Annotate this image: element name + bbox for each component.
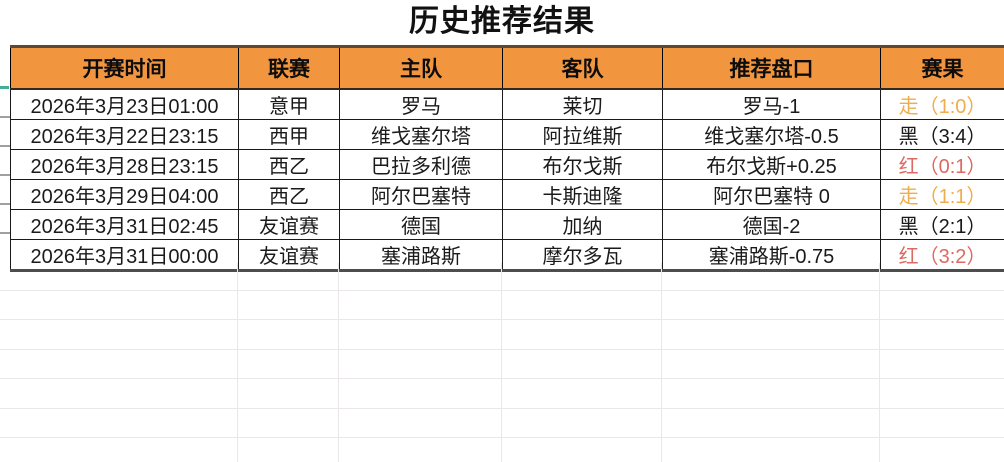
col-header-time[interactable]: 开赛时间 — [10, 46, 239, 90]
cell-handicap[interactable]: 阿尔巴塞特 0 — [662, 179, 881, 210]
table-row: 2026年3月31日02:45 友谊赛 德国 加纳 德国-2 黑（2:1） — [10, 209, 1004, 240]
cell-time[interactable]: 2026年3月31日02:45 — [10, 209, 239, 240]
cell-result[interactable]: 走（1:0） — [880, 88, 1004, 120]
cell-handicap[interactable]: 布尔戈斯+0.25 — [662, 149, 881, 180]
cell-handicap[interactable]: 罗马-1 — [662, 88, 881, 120]
empty-gridline-h — [0, 437, 1004, 438]
cell-time[interactable]: 2026年3月29日04:00 — [10, 179, 239, 210]
empty-gridline-h — [0, 290, 1004, 291]
cell-away[interactable]: 卡斯迪隆 — [502, 179, 663, 210]
empty-gridline-h — [0, 349, 1004, 350]
cell-time[interactable]: 2026年3月28日23:15 — [10, 149, 239, 180]
cell-handicap[interactable]: 德国-2 — [662, 209, 881, 240]
cell-home[interactable]: 巴拉多利德 — [339, 149, 503, 180]
cell-result[interactable]: 红（3:2） — [880, 239, 1004, 271]
selection-indicator — [0, 86, 9, 89]
empty-gridline-v — [879, 263, 880, 462]
col-header-handicap[interactable]: 推荐盘口 — [662, 46, 881, 90]
cell-away[interactable]: 布尔戈斯 — [502, 149, 663, 180]
cell-result[interactable]: 黑（2:1） — [880, 209, 1004, 240]
cell-away[interactable]: 阿拉维斯 — [502, 119, 663, 150]
cell-result[interactable]: 走（1:1） — [880, 179, 1004, 210]
cell-league[interactable]: 西乙 — [238, 149, 340, 180]
table-row: 2026年3月23日01:00 意甲 罗马 莱切 罗马-1 走（1:0） — [10, 88, 1004, 120]
cell-league[interactable]: 意甲 — [238, 88, 340, 120]
results-table: 开赛时间 联赛 主队 客队 推荐盘口 赛果 2026年3月23日01:00 意甲… — [10, 45, 1004, 272]
cell-home[interactable]: 罗马 — [339, 88, 503, 120]
empty-gridline-v — [338, 263, 339, 462]
col-header-home[interactable]: 主队 — [339, 46, 503, 90]
table-row: 2026年3月22日23:15 西甲 维戈塞尔塔 阿拉维斯 维戈塞尔塔-0.5 … — [10, 119, 1004, 150]
header-row: 开赛时间 联赛 主队 客队 推荐盘口 赛果 — [10, 46, 1004, 90]
empty-gridline-h — [0, 378, 1004, 379]
gutter-tick — [0, 174, 10, 176]
cell-away[interactable]: 莱切 — [502, 88, 663, 120]
cell-home[interactable]: 德国 — [339, 209, 503, 240]
table-row: 2026年3月31日00:00 友谊赛 塞浦路斯 摩尔多瓦 塞浦路斯-0.75 … — [10, 239, 1004, 271]
cell-result[interactable]: 黑（3:4） — [880, 119, 1004, 150]
col-header-league[interactable]: 联赛 — [238, 46, 340, 90]
empty-gridline-v — [237, 263, 238, 462]
page-title[interactable]: 历史推荐结果 — [409, 5, 595, 38]
cell-handicap[interactable]: 塞浦路斯-0.75 — [662, 239, 881, 271]
empty-gridline-v — [501, 263, 502, 462]
cell-league[interactable]: 友谊赛 — [238, 209, 340, 240]
cell-time[interactable]: 2026年3月22日23:15 — [10, 119, 239, 150]
cell-league[interactable]: 友谊赛 — [238, 239, 340, 271]
col-header-away[interactable]: 客队 — [502, 46, 663, 90]
cell-handicap[interactable]: 维戈塞尔塔-0.5 — [662, 119, 881, 150]
cell-away[interactable]: 加纳 — [502, 209, 663, 240]
empty-gridline-h — [0, 408, 1004, 409]
cell-home[interactable]: 阿尔巴塞特 — [339, 179, 503, 210]
table-row: 2026年3月28日23:15 西乙 巴拉多利德 布尔戈斯 布尔戈斯+0.25 … — [10, 149, 1004, 180]
gutter-tick — [0, 203, 10, 205]
gutter-tick — [0, 145, 10, 147]
cell-league[interactable]: 西乙 — [238, 179, 340, 210]
cell-home[interactable]: 维戈塞尔塔 — [339, 119, 503, 150]
cell-home[interactable]: 塞浦路斯 — [339, 239, 503, 271]
cell-result[interactable]: 红（0:1） — [880, 149, 1004, 180]
table-row: 2026年3月29日04:00 西乙 阿尔巴塞特 卡斯迪隆 阿尔巴塞特 0 走（… — [10, 179, 1004, 210]
empty-gridline-v — [661, 263, 662, 462]
gutter-tick — [0, 116, 10, 118]
col-header-result[interactable]: 赛果 — [880, 46, 1004, 90]
empty-gridline-h — [0, 319, 1004, 320]
cell-time[interactable]: 2026年3月23日01:00 — [10, 88, 239, 120]
cell-time[interactable]: 2026年3月31日00:00 — [10, 239, 239, 271]
cell-away[interactable]: 摩尔多瓦 — [502, 239, 663, 271]
gutter-tick — [0, 232, 10, 234]
cell-league[interactable]: 西甲 — [238, 119, 340, 150]
